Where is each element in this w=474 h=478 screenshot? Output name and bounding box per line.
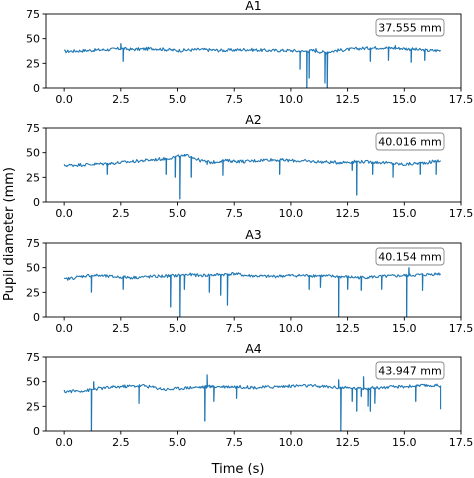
y-tick-label: 75	[26, 122, 40, 135]
x-tick-label: 12.5	[335, 93, 360, 106]
plot-frame	[45, 356, 462, 432]
y-tick-label: 75	[26, 8, 40, 21]
y-tick-label: 0	[33, 425, 40, 438]
panel-title: A4	[245, 341, 262, 356]
x-tick-label: 7.5	[225, 207, 243, 220]
y-tick-label: 50	[26, 33, 40, 46]
x-tick-label: 0.0	[55, 322, 73, 335]
panels: A1 0.0 2.5 5.0 7.5 10.0 12.5 15.0 17.5 0 25 50 75 37.…	[26, 0, 473, 449]
x-tick-label: 17.5	[449, 322, 474, 335]
y-axis-label: Pupil diameter (mm)	[2, 167, 17, 301]
x-tick-label: 7.5	[225, 93, 243, 106]
y-tick-label: 50	[26, 262, 40, 275]
annotation-box	[375, 361, 445, 380]
x-tick-label: 0.0	[55, 207, 73, 220]
annotation-label: 43.947 mm	[378, 365, 441, 378]
annotation-box	[375, 247, 445, 266]
annotation-label: 37.555 mm	[378, 22, 441, 35]
x-tick-label: 12.5	[335, 436, 360, 449]
series-line	[63, 43, 441, 89]
series-line	[63, 374, 442, 432]
x-tick-label: 2.5	[112, 93, 130, 106]
x-tick-label: 10.0	[279, 322, 304, 335]
annotation-box	[375, 18, 445, 37]
panel-title: A2	[245, 112, 262, 127]
y-tick-label: 0	[33, 196, 40, 209]
x-tick-label: 5.0	[169, 207, 187, 220]
plot-frame	[45, 242, 462, 318]
y-tick-label: 75	[26, 237, 40, 250]
y-tick-label: 0	[33, 82, 40, 95]
panel-title: A3	[245, 227, 262, 242]
x-tick-label: 10.0	[279, 436, 304, 449]
chart-panel-4: A4 0.0 2.5 5.0 7.5 10.0 12.5 15.0 17.5 0 25 50 75 43.…	[26, 341, 473, 449]
annotation-label: 40.154 mm	[378, 251, 441, 264]
annotation-box	[375, 132, 445, 151]
x-axis-label: Time (s)	[211, 462, 265, 477]
x-tick-label: 10.0	[279, 93, 304, 106]
series-line	[63, 153, 442, 200]
panel-title: A1	[245, 0, 262, 13]
chart-panel-2: A2 0.0 2.5 5.0 7.5 10.0 12.5 15.0 17.5 0 25 50 75 40.…	[26, 112, 473, 220]
chart-panel-3: A3 0.0 2.5 5.0 7.5 10.0 12.5 15.0 17.5 0 25 50 75 40.…	[26, 227, 473, 335]
x-tick-label: 15.0	[392, 207, 417, 220]
x-tick-label: 2.5	[112, 207, 130, 220]
x-tick-label: 2.5	[112, 436, 130, 449]
y-tick-label: 25	[26, 171, 40, 184]
x-tick-label: 7.5	[225, 322, 243, 335]
x-tick-label: 12.5	[335, 207, 360, 220]
y-tick-label: 25	[26, 286, 40, 299]
x-tick-label: 17.5	[449, 207, 474, 220]
x-tick-label: 15.0	[392, 322, 417, 335]
y-tick-label: 50	[26, 147, 40, 160]
plot-frame	[45, 13, 462, 89]
x-tick-label: 5.0	[169, 436, 187, 449]
annotation-label: 40.016 mm	[378, 136, 441, 149]
plot-frame	[45, 127, 462, 203]
y-tick-label: 0	[33, 311, 40, 324]
x-tick-label: 5.0	[169, 322, 187, 335]
series-line	[63, 267, 442, 318]
x-tick-label: 17.5	[449, 93, 474, 106]
y-tick-label: 25	[26, 57, 40, 70]
y-tick-label: 50	[26, 376, 40, 389]
x-tick-label: 17.5	[449, 436, 474, 449]
x-tick-label: 0.0	[55, 93, 73, 106]
y-tick-label: 25	[26, 400, 40, 413]
x-tick-label: 5.0	[169, 93, 187, 106]
x-tick-label: 0.0	[55, 436, 73, 449]
y-tick-label: 75	[26, 351, 40, 364]
x-tick-label: 7.5	[225, 436, 243, 449]
x-tick-label: 10.0	[279, 207, 304, 220]
x-tick-label: 2.5	[112, 322, 130, 335]
chart-panel-1: A1 0.0 2.5 5.0 7.5 10.0 12.5 15.0 17.5 0 25 50 75 37.…	[26, 0, 473, 106]
x-tick-label: 12.5	[335, 322, 360, 335]
x-tick-label: 15.0	[392, 436, 417, 449]
x-tick-label: 15.0	[392, 93, 417, 106]
